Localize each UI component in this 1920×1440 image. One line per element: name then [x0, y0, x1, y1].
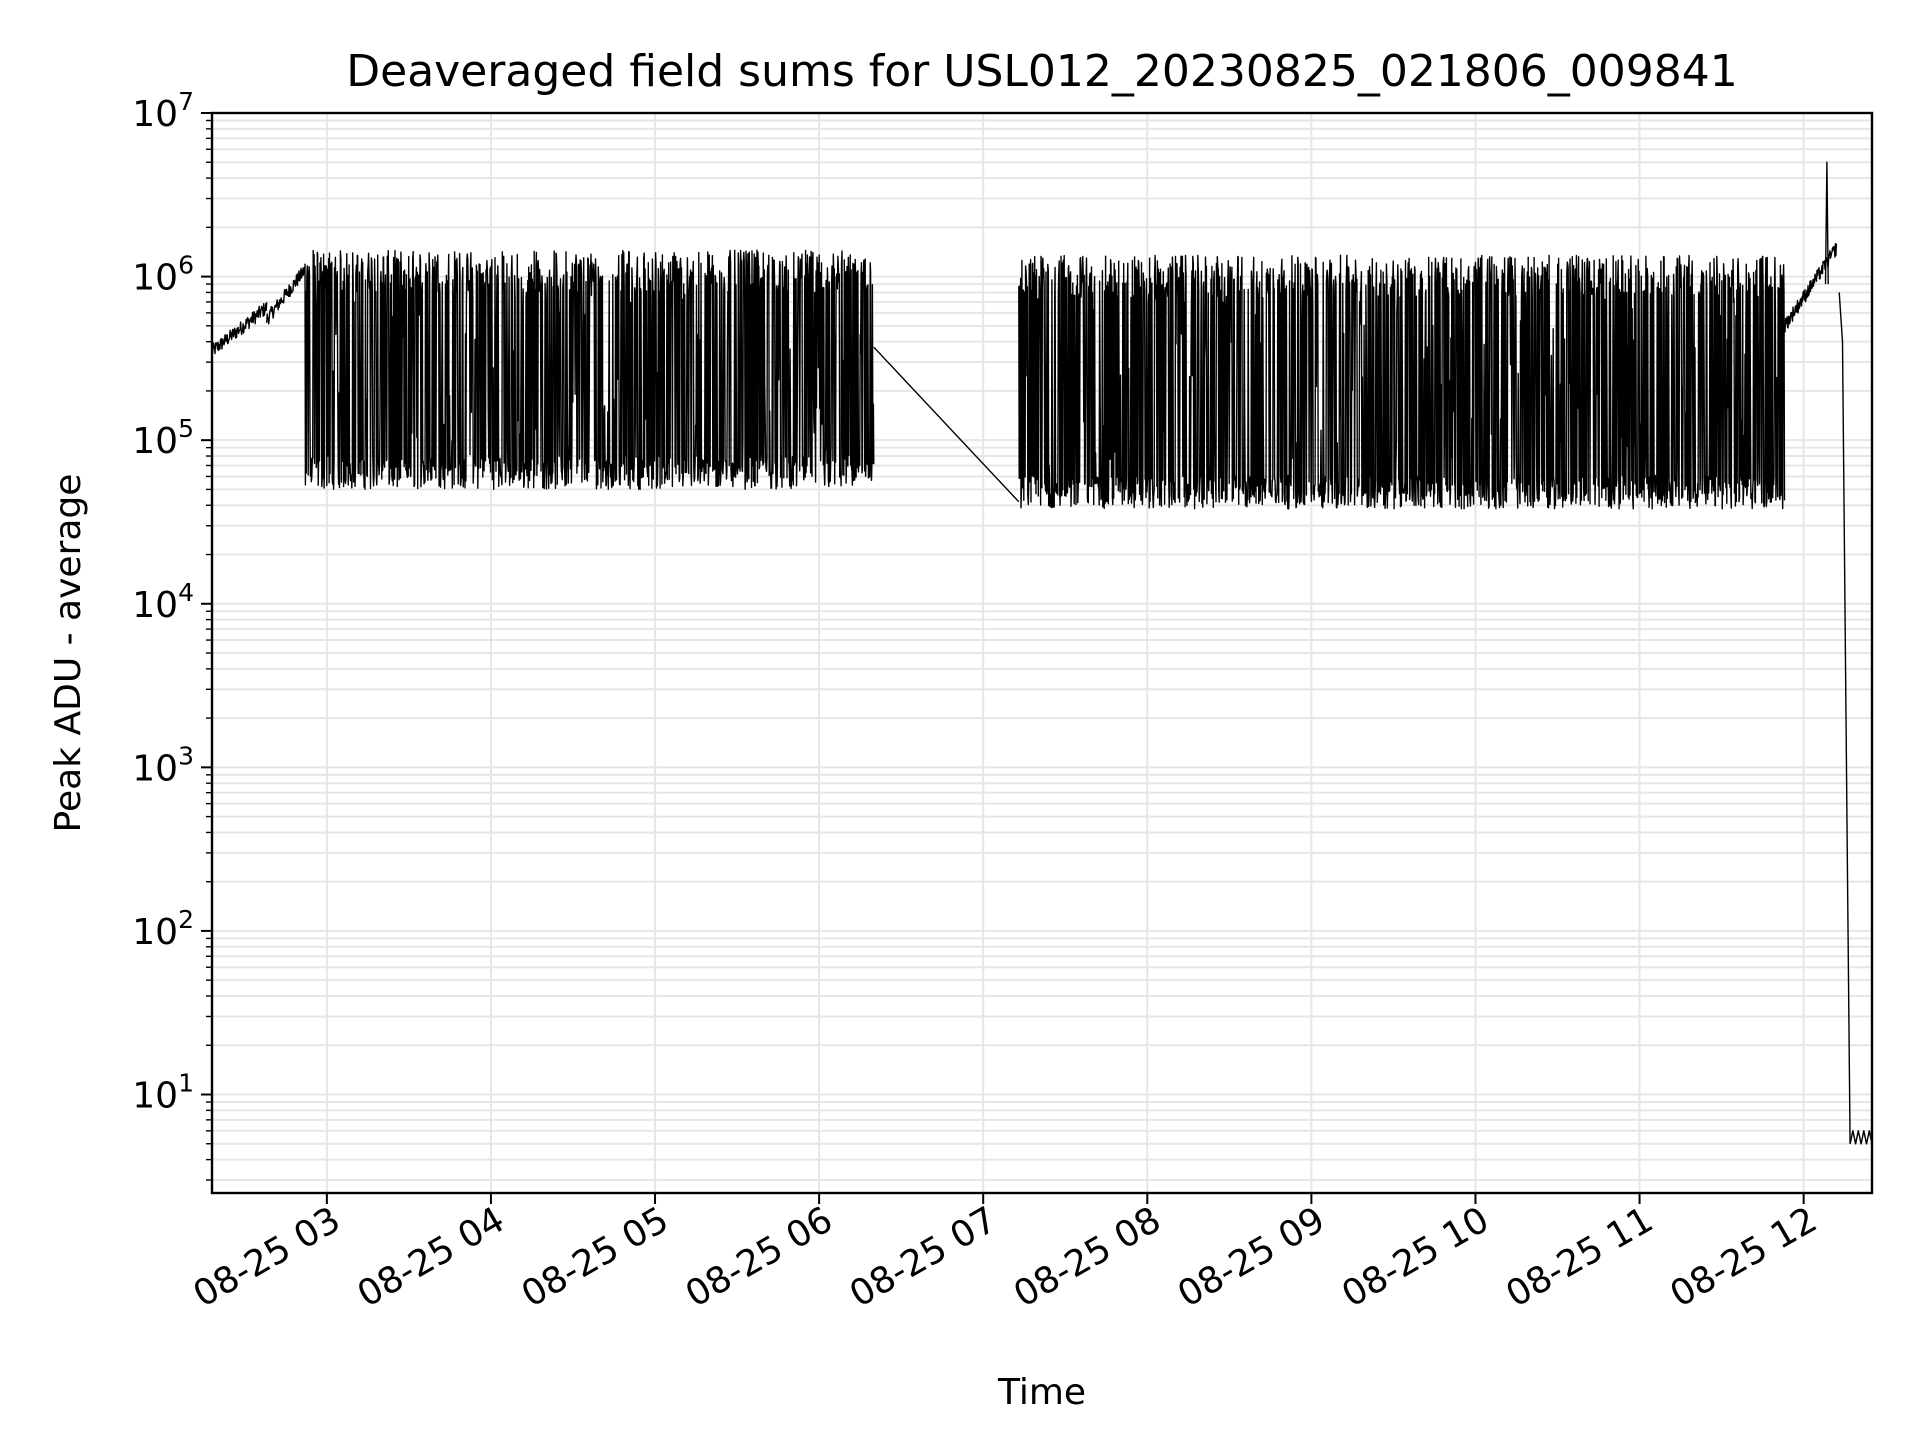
ticks: [201, 112, 1805, 1204]
y-tick-label: 103: [132, 741, 194, 789]
series-0-segment-4: [1018, 254, 1786, 510]
x-axis-label: Time: [997, 1372, 1086, 1413]
series-0-segment-3: [873, 346, 1020, 503]
y-tick-label: 107: [132, 87, 194, 135]
y-tick-label: 105: [132, 414, 194, 462]
series-group: [211, 161, 1873, 1145]
y-tick-label: 104: [132, 578, 194, 626]
series-0-segment-6: [1824, 161, 1829, 285]
y-axis-label: Peak ADU - average: [48, 474, 89, 833]
y-tick-label: 106: [132, 251, 194, 299]
chart-title: Deaveraged field sums for USL012_2023082…: [346, 46, 1738, 97]
series-0-segment-1: [266, 266, 306, 325]
series-0-segment-2: [304, 249, 875, 491]
series-0-segment-0: [211, 302, 268, 355]
y-tick-label: 101: [132, 1069, 194, 1117]
series-0-segment-7: [1838, 292, 1851, 1144]
series-0-segment-8: [1849, 1130, 1873, 1145]
y-tick-label: 102: [132, 905, 194, 953]
